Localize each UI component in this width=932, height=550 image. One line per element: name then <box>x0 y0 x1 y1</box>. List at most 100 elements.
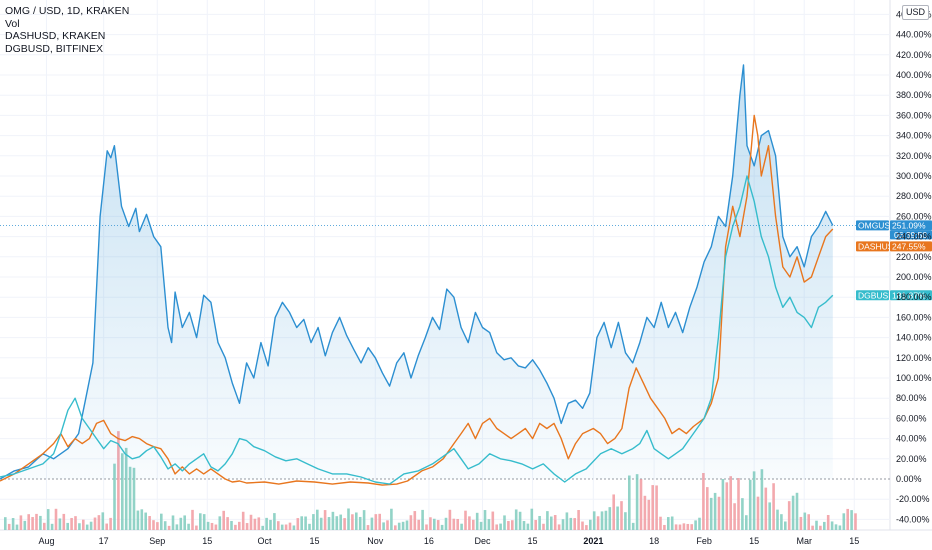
volume-bar <box>608 507 612 530</box>
volume-bar <box>191 509 194 530</box>
volume-bar <box>46 509 50 530</box>
volume-bar <box>136 510 140 530</box>
volume-bar <box>195 525 198 530</box>
volume-bar <box>514 509 518 530</box>
volume-bar <box>93 517 97 530</box>
legend-main-symbol[interactable]: OMG / USD, 1D, KRAKEN <box>5 5 130 17</box>
y-tick-label: 400.00% <box>896 70 932 80</box>
volume-bar <box>522 521 526 530</box>
volume-bar <box>651 485 654 530</box>
volume-bar <box>163 521 167 530</box>
volume-bar <box>663 524 666 530</box>
x-tick-label: Sep <box>149 536 165 546</box>
y-tick-label: 360.00% <box>896 110 932 120</box>
volume-bar <box>288 522 292 530</box>
volume-bar <box>386 520 389 530</box>
volume-bar <box>830 521 834 530</box>
volume-bar <box>234 524 237 530</box>
volume-bar <box>628 475 631 530</box>
currency-button[interactable]: USD <box>902 5 930 20</box>
x-tick-label: 16 <box>424 536 434 546</box>
x-tick-label: 18 <box>649 536 659 546</box>
y-tick-label: 100.00% <box>896 373 932 383</box>
series-lines <box>0 64 890 486</box>
volume-bar <box>702 473 705 530</box>
volume-bar <box>557 524 561 530</box>
volume-bar <box>511 520 514 530</box>
volume-bar <box>121 453 124 530</box>
volume-bar <box>429 517 432 530</box>
x-tick-label: Nov <box>367 536 384 546</box>
volume-bar <box>639 479 643 530</box>
volume-bar <box>803 512 807 530</box>
volume-bar <box>343 518 346 530</box>
volume-bar <box>526 523 530 530</box>
y-tick-label: 40.00% <box>896 434 927 444</box>
volume-bar <box>655 485 658 530</box>
volume-bar <box>394 525 397 530</box>
volume-bar <box>156 522 159 530</box>
volume-bar <box>280 524 284 530</box>
legend-volume[interactable]: Vol <box>5 17 20 30</box>
volume-bar <box>312 514 315 530</box>
volume-bar <box>413 511 417 530</box>
volume-bar <box>124 447 128 530</box>
volume-bar <box>323 510 327 530</box>
volume-bar <box>66 522 69 530</box>
volume-bar <box>542 523 545 530</box>
volume-bar <box>218 516 222 530</box>
y-tick-label: 60.00% <box>896 413 927 423</box>
volume-bar <box>507 521 510 530</box>
x-tick-label: Dec <box>475 536 492 546</box>
volume-bar <box>729 476 732 530</box>
volume-bar <box>565 512 569 530</box>
volume-bar <box>335 516 339 530</box>
volume-bar <box>105 523 108 530</box>
volume-bar <box>214 524 218 530</box>
volume-bar <box>436 520 440 530</box>
volume-bar <box>452 518 456 530</box>
volume-bar <box>316 509 319 530</box>
volume-bar <box>534 519 537 530</box>
volume-bar <box>686 523 690 530</box>
volume-bar <box>546 511 549 530</box>
volume-bar <box>807 514 810 530</box>
volume-bar <box>417 519 420 530</box>
volume-bar <box>206 521 210 530</box>
volume-bar <box>300 516 303 530</box>
x-tick-label: 15 <box>749 536 759 546</box>
volume-bar <box>179 517 183 530</box>
volume-bar <box>444 517 448 530</box>
volume-bar <box>113 463 116 530</box>
y-tick-label: 380.00% <box>896 90 932 100</box>
volume-bar <box>713 492 717 530</box>
volume-bar <box>70 517 73 530</box>
volume-bar <box>78 523 81 530</box>
volume-bar <box>667 517 670 530</box>
legend-compare-dgb[interactable]: DGBUSD, BITFINEX <box>5 42 104 55</box>
volume-bar <box>175 524 179 530</box>
volume-bar <box>678 524 682 530</box>
volume-bar <box>144 512 147 530</box>
volume-bar <box>167 525 171 530</box>
volume-bar <box>358 516 362 530</box>
x-axis: Aug 17 Sep 15 Oct 15 Nov 16 Dec 15 2021 18 Feb 15 Mar 1… <box>38 536 859 546</box>
volume-bar <box>659 516 662 530</box>
volume-bar <box>355 512 358 530</box>
volume-bar <box>530 508 534 530</box>
legend-compare-dash[interactable]: DASHUSD, KRAKEN <box>5 30 106 42</box>
volume-bar <box>581 521 584 530</box>
series-value-tag <box>890 220 932 231</box>
volume-bar <box>238 521 241 530</box>
y-tick-label: 80.00% <box>896 393 927 403</box>
volume-bar <box>717 496 721 530</box>
x-tick-label: 15 <box>202 536 212 546</box>
volume-bar <box>503 515 506 530</box>
y-tick-label: 140.00% <box>896 333 932 343</box>
y-tick-label: -20.00% <box>896 494 930 504</box>
volume-bar <box>277 521 280 530</box>
volume-bar <box>589 519 592 530</box>
volume-bar <box>160 513 163 530</box>
volume-bar <box>296 518 300 530</box>
